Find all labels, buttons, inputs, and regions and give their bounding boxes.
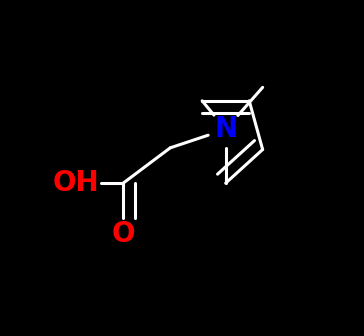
Text: O: O bbox=[111, 219, 135, 248]
Text: OH: OH bbox=[53, 169, 99, 197]
Text: N: N bbox=[214, 115, 237, 143]
